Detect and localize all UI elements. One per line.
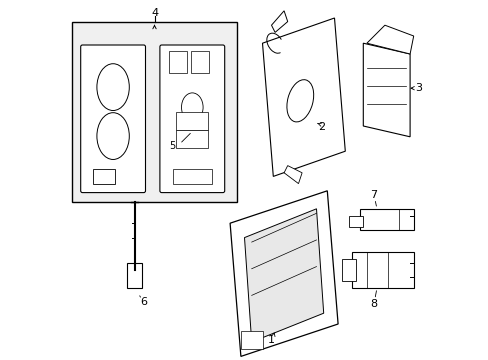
Bar — [172, 169, 212, 184]
Text: 3: 3 — [415, 83, 422, 93]
Polygon shape — [352, 252, 413, 288]
FancyBboxPatch shape — [81, 45, 145, 193]
Bar — [93, 169, 115, 184]
Ellipse shape — [97, 113, 129, 159]
Ellipse shape — [286, 80, 313, 122]
Ellipse shape — [181, 93, 203, 122]
Bar — [72, 22, 237, 202]
Bar — [341, 259, 355, 281]
Polygon shape — [284, 166, 302, 184]
Bar — [168, 51, 186, 73]
Text: 6: 6 — [140, 297, 147, 307]
Polygon shape — [244, 209, 323, 342]
Polygon shape — [359, 209, 413, 230]
Bar — [348, 216, 363, 227]
Bar — [127, 263, 142, 288]
Polygon shape — [271, 11, 287, 32]
Bar — [241, 331, 262, 349]
Text: 8: 8 — [369, 299, 376, 309]
Polygon shape — [366, 25, 413, 54]
Text: 1: 1 — [267, 335, 274, 345]
Bar — [176, 112, 208, 130]
Text: 7: 7 — [369, 190, 376, 200]
Bar — [176, 130, 208, 148]
Text: 5: 5 — [169, 141, 175, 151]
Polygon shape — [363, 43, 409, 137]
FancyBboxPatch shape — [160, 45, 224, 193]
Polygon shape — [262, 18, 345, 176]
Polygon shape — [230, 191, 337, 356]
Text: 2: 2 — [318, 122, 325, 132]
Text: 4: 4 — [151, 8, 158, 18]
Bar — [190, 51, 208, 73]
Ellipse shape — [97, 64, 129, 111]
